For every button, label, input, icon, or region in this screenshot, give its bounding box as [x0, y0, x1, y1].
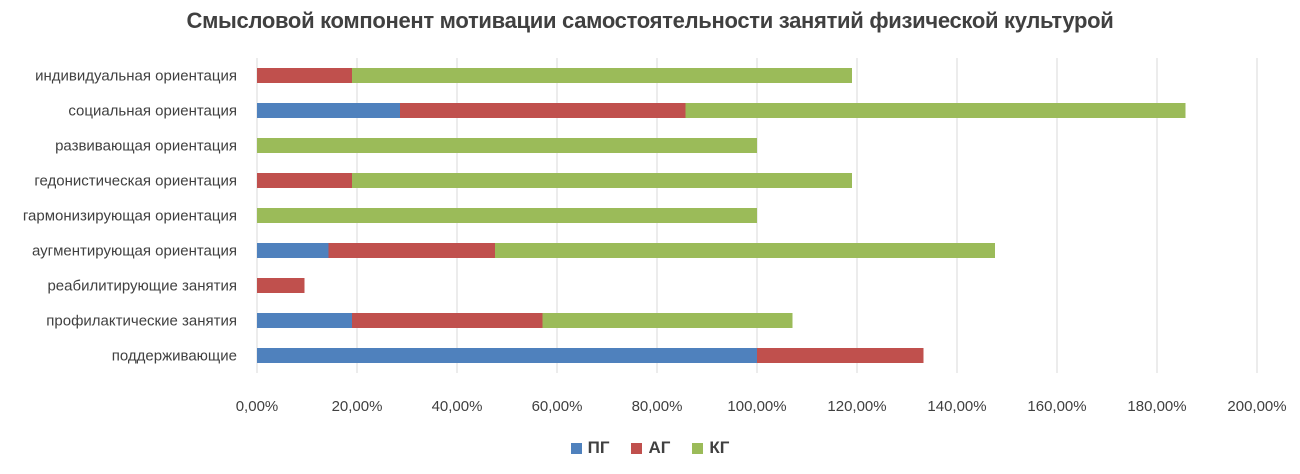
- legend-swatch: [692, 442, 704, 454]
- category-label: профилактические занятия: [46, 313, 237, 330]
- legend: ПГ АГ КГ: [0, 438, 1300, 458]
- bar-segment: [352, 68, 852, 83]
- bar-segment: [495, 243, 995, 258]
- x-tick-label: 60,00%: [532, 398, 583, 415]
- legend-swatch: [631, 442, 643, 454]
- category-label: поддерживающие: [112, 348, 237, 365]
- bar-segment: [257, 103, 400, 118]
- bar-segment: [685, 103, 1186, 118]
- bar-segment: [328, 243, 495, 258]
- x-tick-label: 160,00%: [1027, 398, 1086, 415]
- bar-segment: [400, 103, 686, 118]
- bar-segment: [257, 138, 757, 153]
- legend-item: АГ: [631, 438, 670, 458]
- legend-label: ПГ: [587, 438, 610, 457]
- bar-segment: [757, 348, 924, 363]
- x-tick-label: 100,00%: [727, 398, 786, 415]
- legend-swatch: [570, 442, 582, 454]
- bar-segment: [257, 278, 305, 293]
- x-tick-label: 200,00%: [1227, 398, 1286, 415]
- category-label: индивидуальная ориентация: [35, 68, 237, 85]
- legend-item: ПГ: [570, 438, 610, 458]
- x-tick-label: 80,00%: [632, 398, 683, 415]
- bar-segment: [542, 313, 793, 328]
- x-tick-label: 140,00%: [927, 398, 986, 415]
- bar-segment: [352, 173, 852, 188]
- bar-segment: [257, 313, 352, 328]
- chart-title: Смысловой компонент мотивации самостояте…: [186, 8, 1114, 33]
- x-tick-label: 0,00%: [236, 398, 279, 415]
- legend-label: АГ: [648, 438, 671, 457]
- category-label: гармонизирующая ориентация: [23, 208, 237, 225]
- bar-segment: [257, 68, 352, 83]
- bar-segment: [257, 243, 329, 258]
- x-tick-label: 20,00%: [332, 398, 383, 415]
- bar-segment: [257, 208, 757, 223]
- bar-segment: [257, 348, 757, 363]
- category-label: гедонистическая ориентация: [34, 173, 237, 190]
- bar-segment: [352, 313, 543, 328]
- legend-item: КГ: [692, 438, 729, 458]
- bar-segment: [257, 173, 352, 188]
- legend-label: КГ: [709, 438, 730, 457]
- category-label: аугментирующая ориентация: [32, 243, 237, 260]
- category-label: развивающая ориентация: [55, 138, 237, 155]
- category-label: реабилитирующие занятия: [47, 278, 237, 295]
- category-label: социальная ориентация: [68, 103, 237, 120]
- x-tick-label: 40,00%: [432, 398, 483, 415]
- x-tick-label: 180,00%: [1127, 398, 1186, 415]
- x-tick-label: 120,00%: [827, 398, 886, 415]
